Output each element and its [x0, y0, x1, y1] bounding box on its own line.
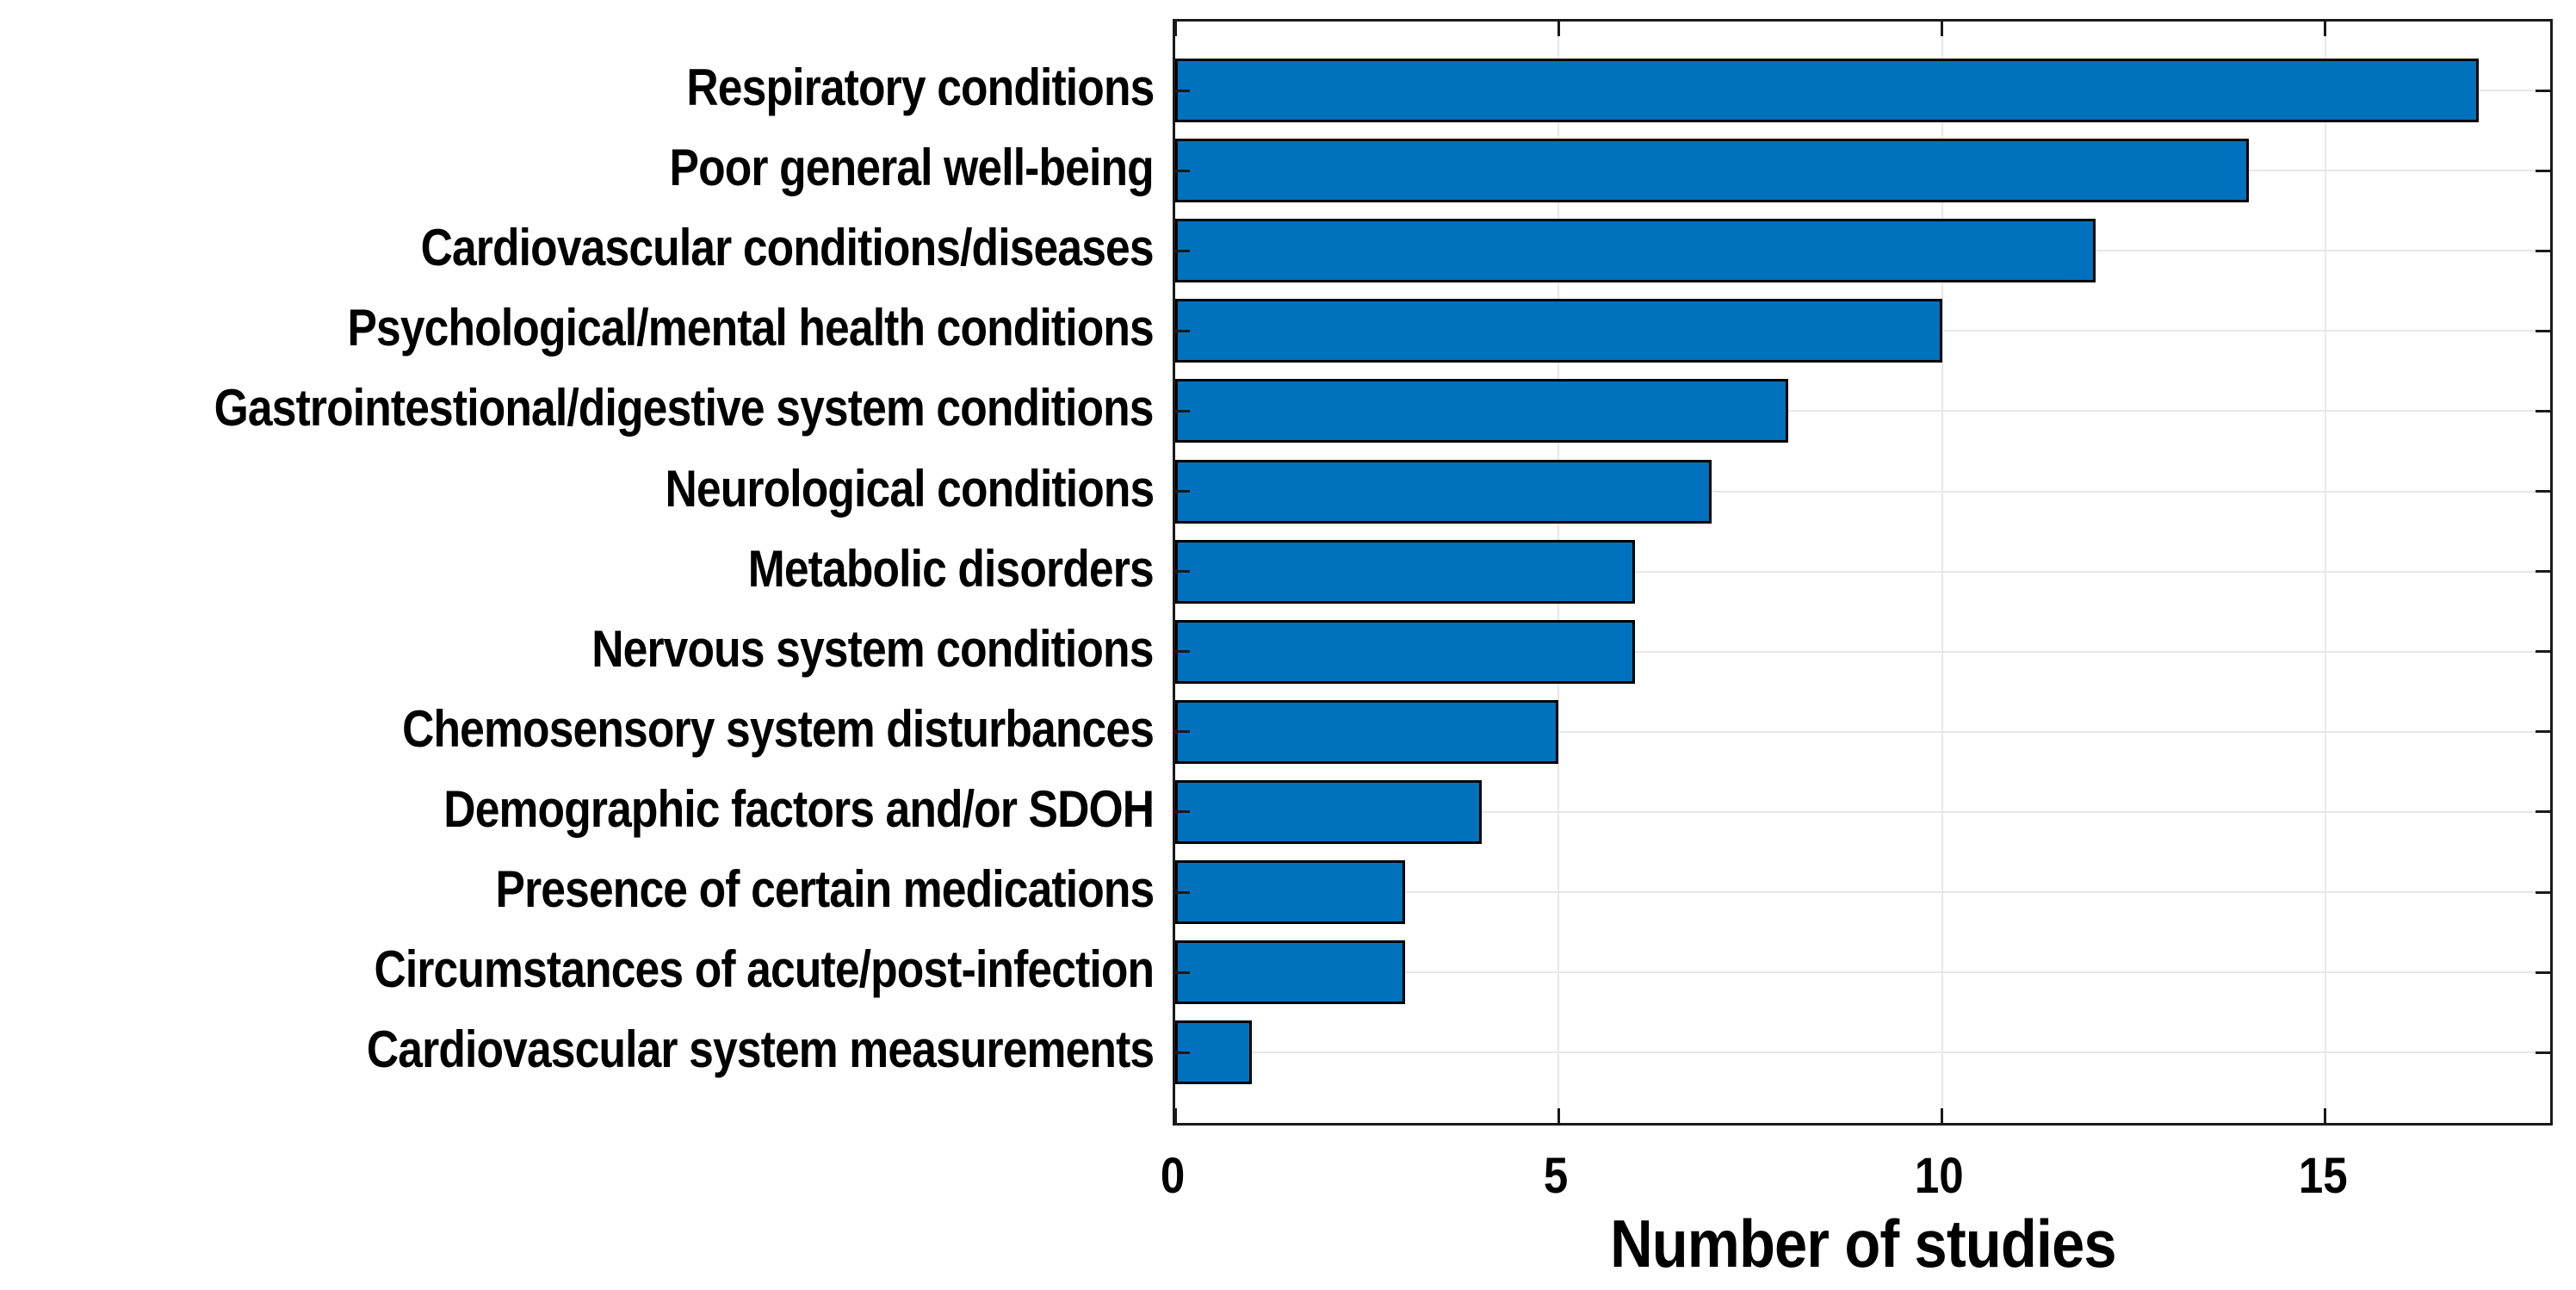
x-tick-label: 0 — [1087, 1150, 1259, 1202]
x-axis-title: Number of studies — [1173, 1206, 2553, 1281]
plot-area — [1173, 19, 2553, 1126]
y-tick-right — [2536, 169, 2550, 172]
category-label-text: Psychological/mental health conditions — [347, 299, 1155, 357]
bar — [1175, 779, 1483, 844]
category-label: Neurological conditions — [0, 453, 1155, 525]
category-label: Psychological/mental health conditions — [0, 292, 1155, 364]
category-label: Cardiovascular system measurements — [0, 1014, 1155, 1086]
y-gridline — [1175, 650, 2550, 653]
bar — [1175, 459, 1712, 524]
x-tick-bottom — [1557, 1108, 1560, 1123]
category-label: Circumstances of acute/post-infection — [0, 933, 1155, 1006]
x-tick-top — [1173, 22, 1177, 36]
x-tick-label: 15 — [2237, 1150, 2409, 1202]
bar — [1175, 1020, 1253, 1085]
y-gridline — [1175, 891, 2550, 893]
bar — [1175, 699, 1559, 764]
bar — [1175, 619, 1636, 684]
y-tick-right — [2536, 409, 2550, 412]
y-tick-right — [2536, 971, 2550, 974]
y-tick-left — [1175, 329, 1190, 332]
category-label-text: Nervous system conditions — [591, 619, 1155, 678]
x-tick-label: 10 — [1854, 1150, 2026, 1202]
y-tick-right — [2536, 730, 2550, 734]
category-label: Presence of certain medications — [0, 853, 1155, 926]
category-label: Poor general well-being — [0, 132, 1155, 204]
y-tick-left — [1175, 890, 1190, 894]
x-tick-top — [1941, 22, 1944, 36]
y-tick-left — [1175, 1051, 1190, 1054]
y-tick-right — [2536, 650, 2550, 654]
x-tick-label-text: 15 — [2298, 1148, 2348, 1204]
category-label: Metabolic disorders — [0, 533, 1155, 605]
y-tick-left — [1175, 249, 1190, 252]
category-label-text: Demographic factors and/or SDOH — [443, 779, 1155, 838]
x-tick-top — [1557, 22, 1560, 36]
category-label-text: Cardiovascular system measurements — [366, 1020, 1155, 1079]
y-tick-right — [2536, 89, 2550, 92]
bar — [1175, 219, 2096, 283]
x-tick-label-text: 5 — [1544, 1148, 1569, 1204]
x-tick-top — [2324, 22, 2327, 36]
y-tick-right — [2536, 810, 2550, 814]
y-tick-left — [1175, 810, 1190, 814]
bar — [1175, 379, 1789, 443]
category-label: Chemosensory system disturbances — [0, 693, 1155, 766]
y-tick-right — [2536, 329, 2550, 332]
y-tick-left — [1175, 730, 1190, 734]
y-tick-left — [1175, 971, 1190, 974]
category-label-text: Poor general well-being — [669, 139, 1155, 197]
y-gridline — [1175, 810, 2550, 813]
bar — [1175, 139, 2249, 203]
x-tick-bottom — [1173, 1108, 1177, 1123]
category-label: Cardiovascular conditions/diseases — [0, 212, 1155, 284]
y-gridline — [1175, 410, 2550, 412]
y-gridline — [1175, 971, 2550, 974]
bar — [1175, 299, 1942, 363]
bar — [1175, 539, 1636, 604]
category-label-text: Chemosensory system disturbances — [402, 699, 1155, 758]
category-label-text: Neurological conditions — [665, 459, 1155, 518]
category-label-text: Gastrointestional/digestive system condi… — [214, 379, 1155, 437]
y-tick-right — [2536, 249, 2550, 252]
y-tick-left — [1175, 650, 1190, 654]
category-label-text: Cardiovascular conditions/diseases — [420, 219, 1155, 277]
y-gridline — [1175, 570, 2550, 573]
x-tick-bottom — [1941, 1108, 1944, 1123]
category-label: Respiratory conditions — [0, 52, 1155, 124]
category-label-text: Respiratory conditions — [685, 59, 1155, 116]
y-tick-left — [1175, 570, 1190, 574]
y-gridline — [1175, 490, 2550, 493]
y-gridline — [1175, 1051, 2550, 1054]
y-tick-left — [1175, 409, 1190, 412]
x-tick-bottom — [2324, 1108, 2327, 1123]
bar — [1175, 59, 2479, 122]
x-tick-label-text: 0 — [1160, 1148, 1186, 1204]
y-tick-left — [1175, 89, 1190, 92]
y-gridline — [1175, 730, 2550, 733]
category-label: Demographic factors and/or SDOH — [0, 773, 1155, 846]
bar — [1175, 940, 1406, 1005]
y-tick-right — [2536, 890, 2550, 894]
y-tick-right — [2536, 1051, 2550, 1054]
y-tick-right — [2536, 490, 2550, 493]
x-tick-label-text: 10 — [1915, 1148, 1964, 1204]
category-label-text: Circumstances of acute/post-infection — [374, 940, 1155, 999]
y-tick-left — [1175, 490, 1190, 493]
category-label: Gastrointestional/digestive system condi… — [0, 372, 1155, 444]
bar — [1175, 860, 1406, 924]
y-tick-right — [2536, 570, 2550, 574]
x-axis-title-text: Number of studies — [1609, 1206, 2116, 1281]
x-tick-label: 5 — [1470, 1150, 1642, 1202]
category-label-text: Presence of certain medications — [495, 860, 1155, 918]
category-label-text: Metabolic disorders — [747, 539, 1155, 598]
category-label: Nervous system conditions — [0, 613, 1155, 685]
y-tick-left — [1175, 169, 1190, 172]
